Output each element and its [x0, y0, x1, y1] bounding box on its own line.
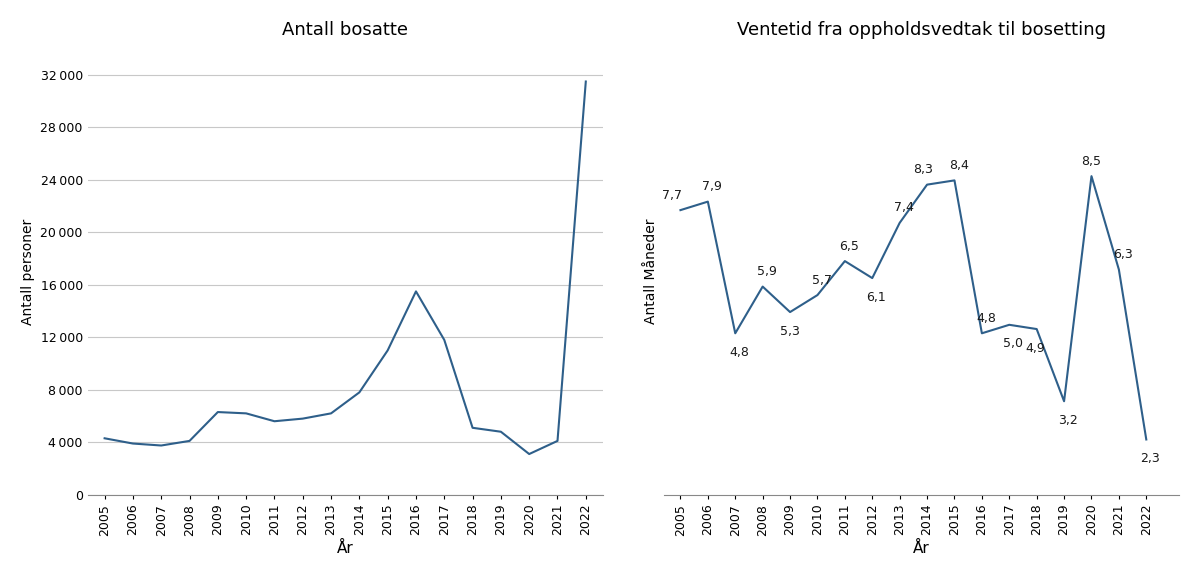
Text: 8,4: 8,4	[949, 159, 968, 172]
Text: 6,3: 6,3	[1114, 248, 1133, 261]
Text: 4,8: 4,8	[976, 312, 996, 325]
Text: 7,9: 7,9	[702, 180, 722, 193]
Text: 2,3: 2,3	[1140, 452, 1160, 465]
X-axis label: År: År	[337, 541, 354, 556]
Text: 5,3: 5,3	[780, 325, 800, 338]
Title: Antall bosatte: Antall bosatte	[282, 21, 408, 39]
Text: 5,9: 5,9	[757, 265, 776, 278]
Y-axis label: Antall Måneder: Antall Måneder	[644, 219, 659, 324]
Text: 5,7: 5,7	[811, 273, 832, 287]
X-axis label: År: År	[913, 541, 930, 556]
Text: 7,4: 7,4	[894, 201, 913, 215]
Text: 6,5: 6,5	[839, 239, 859, 253]
Text: 4,9: 4,9	[1026, 342, 1045, 355]
Text: 3,2: 3,2	[1058, 414, 1078, 427]
Title: Ventetid fra oppholdsvedtak til bosetting: Ventetid fra oppholdsvedtak til bosettin…	[737, 21, 1106, 39]
Text: 8,3: 8,3	[913, 163, 932, 176]
Text: 4,8: 4,8	[730, 346, 749, 359]
Text: 7,7: 7,7	[662, 189, 683, 202]
Text: 5,0: 5,0	[1003, 338, 1024, 350]
Text: 8,5: 8,5	[1081, 155, 1102, 168]
Text: 6,1: 6,1	[866, 291, 887, 304]
Y-axis label: Antall personer: Antall personer	[20, 219, 35, 325]
